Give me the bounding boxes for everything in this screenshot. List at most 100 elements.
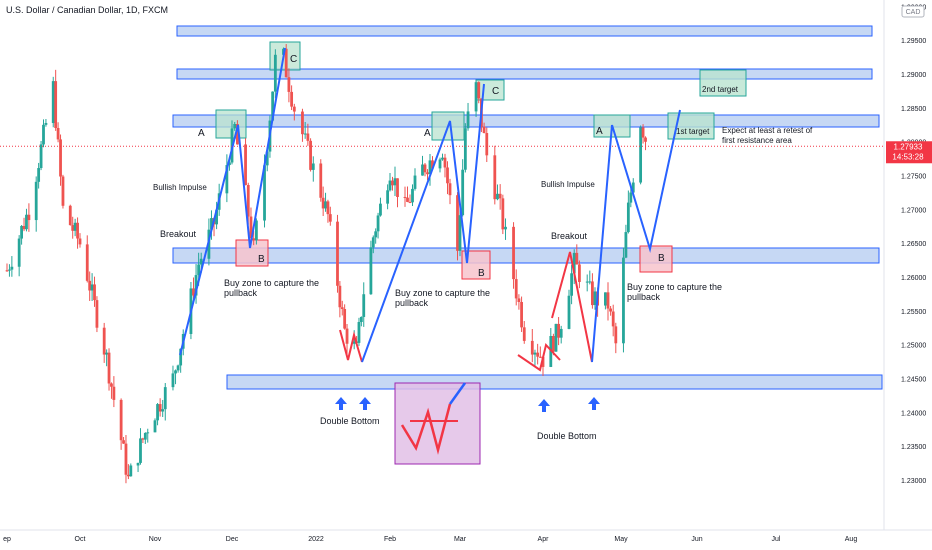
price-axis[interactable]: 1.300001.295001.290001.285001.280001.275… xyxy=(901,4,926,485)
candle-body xyxy=(284,48,288,78)
time-tick-label: ep xyxy=(3,536,11,543)
buy-zone-label-3-line-1: Buy zone to capture the xyxy=(627,282,722,292)
candle-body xyxy=(85,244,89,281)
double-bottom-label-2: Double Bottom xyxy=(537,431,597,441)
candle-body xyxy=(554,323,558,352)
price-tick-label: 1.24500 xyxy=(901,377,926,384)
impulse-line-1a[interactable] xyxy=(179,47,286,356)
candle-body xyxy=(572,252,576,274)
candle-body xyxy=(466,111,470,129)
time-tick-label: May xyxy=(614,536,628,543)
double-bottom-sketch-blue[interactable] xyxy=(448,382,467,405)
candle-body xyxy=(631,182,635,193)
candle-body xyxy=(73,222,77,231)
candle-body xyxy=(624,232,628,258)
candle-body xyxy=(265,151,269,166)
candle-body xyxy=(233,124,237,129)
candle-body xyxy=(443,157,447,168)
candle-body xyxy=(393,178,397,186)
candle-body xyxy=(153,420,157,433)
price-tick-label: 1.29000 xyxy=(901,72,926,79)
annotation-text: A B C A B C A B Bullish Impulse Bullish … xyxy=(153,54,813,441)
currency-badge-text: CAD xyxy=(906,9,921,16)
support-zone-mid[interactable] xyxy=(172,247,880,264)
candle-body xyxy=(78,238,82,245)
candle-body xyxy=(593,291,597,306)
candle-body xyxy=(345,328,349,344)
candle-body xyxy=(37,168,41,182)
arrow-up-icon[interactable] xyxy=(359,397,371,410)
wave-c-box-2[interactable] xyxy=(475,79,505,101)
impulse-line-2[interactable] xyxy=(361,83,485,363)
correction-line-2[interactable] xyxy=(517,342,561,372)
double-bottom-sketch-red[interactable] xyxy=(400,403,452,455)
candle-body xyxy=(136,462,140,466)
price-tick-label: 1.26500 xyxy=(901,241,926,248)
candle-body xyxy=(428,160,432,175)
candle-body xyxy=(530,340,534,355)
arrow-up-icon[interactable] xyxy=(588,397,600,410)
candle-body xyxy=(324,201,327,209)
countdown-value: 14:53:28 xyxy=(892,152,924,161)
wave-b-box-3[interactable] xyxy=(639,245,673,273)
candle-body xyxy=(290,91,294,107)
wave-label-c1: C xyxy=(290,54,297,65)
time-tick-label: Nov xyxy=(149,536,162,543)
resistance-zone-second[interactable] xyxy=(176,68,873,80)
bullish-impulse-label-2: Bullish Impulse xyxy=(541,180,595,189)
candle-body xyxy=(423,164,427,173)
arrow-up-icon[interactable] xyxy=(335,397,347,410)
candle-body xyxy=(403,196,407,198)
expect-note-line-2: first resistance area xyxy=(722,136,792,145)
candle-body xyxy=(287,77,291,92)
candle-body xyxy=(357,322,361,343)
candle-body xyxy=(249,216,253,239)
candle-body xyxy=(609,308,612,312)
candle-body xyxy=(485,133,489,156)
candle-body xyxy=(112,386,116,400)
candle-body xyxy=(20,225,23,239)
candle-body xyxy=(271,91,275,121)
candle-body xyxy=(338,285,342,308)
candle-body xyxy=(644,137,647,142)
candle-body xyxy=(215,209,218,225)
buy-zone-label-1-line-2: pullback xyxy=(224,288,258,298)
correction-line-1[interactable] xyxy=(339,329,363,363)
impulse-line-3[interactable] xyxy=(591,124,613,363)
candle-body xyxy=(343,309,347,329)
candle-body xyxy=(641,127,645,138)
price-tick-label: 1.24000 xyxy=(901,410,926,417)
buy-zone-label-2-line-1: Buy zone to capture the xyxy=(395,288,490,298)
candle-body xyxy=(578,264,581,282)
candle-body xyxy=(379,203,382,216)
candle-body xyxy=(606,292,610,309)
candle-body xyxy=(76,222,79,239)
time-axis[interactable]: ep Oct Nov Dec 2022 Feb Mar Apr May Jun Jul Aug xyxy=(3,536,857,543)
price-tick-label: 1.27000 xyxy=(901,207,926,214)
candle-body xyxy=(496,193,499,200)
wave-label-c2: C xyxy=(492,86,499,97)
candle-body xyxy=(326,201,330,215)
first-target-label: 1st target xyxy=(676,127,710,136)
candle-body xyxy=(614,326,618,344)
candle-body xyxy=(263,165,266,221)
candle-body xyxy=(171,373,175,388)
candle-body xyxy=(319,163,323,198)
correction-line-3[interactable] xyxy=(551,251,593,363)
second-target-label: 2nd target xyxy=(702,85,739,94)
candle-body xyxy=(376,215,380,232)
support-zone-bottom[interactable] xyxy=(226,374,883,390)
projection-path[interactable] xyxy=(611,109,681,253)
candle-body xyxy=(463,128,467,170)
candle-body xyxy=(105,352,109,355)
candle-body xyxy=(244,144,247,185)
candle-body xyxy=(10,266,14,270)
symbol-title[interactable]: U.S. Dollar / Canadian Dollar, 1D, FXCM xyxy=(6,5,168,15)
zone-layer xyxy=(172,25,883,390)
arrow-up-icon[interactable] xyxy=(538,399,550,412)
second-target-box[interactable] xyxy=(699,69,747,97)
price-tick-label: 1.23500 xyxy=(901,444,926,451)
candle-body xyxy=(39,144,43,169)
resistance-zone-top[interactable] xyxy=(176,25,873,37)
